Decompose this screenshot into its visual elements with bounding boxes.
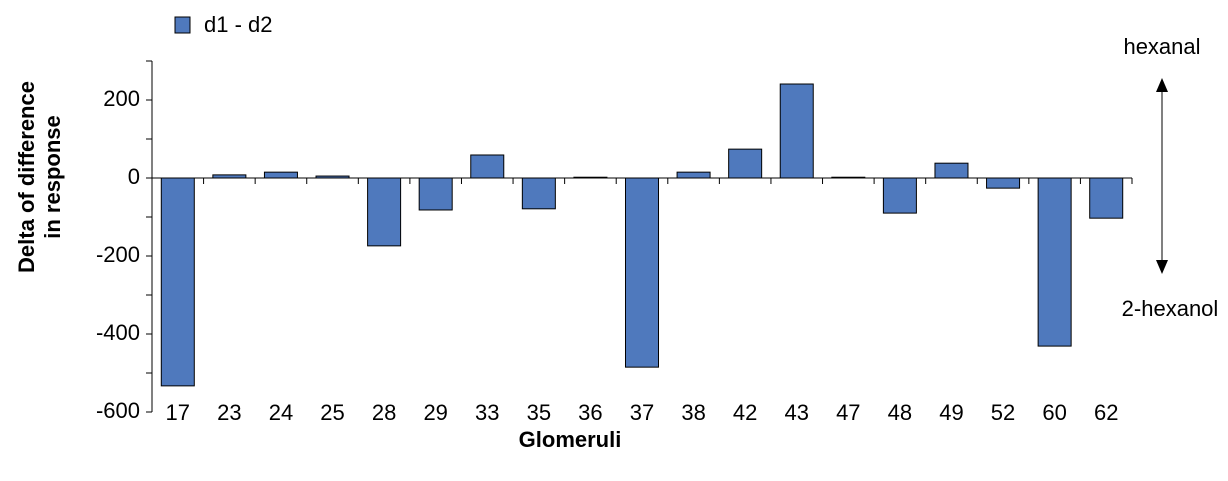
x-tick-label: 38 [681,400,705,425]
legend-label: d1 - d2 [204,12,273,37]
x-tick-label: 47 [836,400,860,425]
x-tick-label: 37 [630,400,654,425]
x-tick-label: 60 [1042,400,1066,425]
annotation: hexanal [1123,34,1200,59]
bar [934,162,969,179]
bar [418,177,453,211]
y-axis-title-line: in response [40,115,65,238]
y-tick-label: -400 [96,320,140,345]
x-tick-label: 28 [372,400,396,425]
bar [263,171,298,179]
bar [986,177,1021,189]
bar [728,148,763,179]
x-axis-title: Glomeruli [519,427,622,452]
y-tick-label: 0 [128,164,140,189]
bar [1089,177,1124,219]
x-tick-label: 24 [269,400,293,425]
arrow-head [1156,260,1168,274]
bar [831,176,866,179]
bar [882,177,917,214]
y-tick-label: 200 [103,86,140,111]
bar [624,177,660,368]
x-tick-label: 33 [475,400,499,425]
y-axis-title-line: Delta of difference [14,81,39,273]
x-tick-label: 42 [733,400,757,425]
bar [212,174,247,179]
bar [367,177,402,247]
y-tick-label: -200 [96,242,140,267]
x-tick-label: 48 [888,400,912,425]
legend-swatch [174,16,191,34]
x-tick-label: 43 [784,400,808,425]
x-tick-label: 62 [1094,400,1118,425]
bar [573,176,608,179]
bar [521,177,556,210]
bar [779,83,814,179]
x-tick-label: 23 [217,400,241,425]
y-axis-title: Delta of difference in response [14,81,65,273]
x-tick-label: 29 [423,400,447,425]
x-tick-label: 17 [166,400,190,425]
bar [160,177,195,387]
arrow-head [1156,78,1168,92]
bar [1037,177,1072,347]
x-tick-label: 35 [527,400,551,425]
bar [470,154,505,179]
y-tick-label: -600 [96,398,140,423]
x-tick-label: 36 [578,400,602,425]
annotation: 2-hexanol [1122,296,1219,321]
bar [676,171,711,179]
x-tick-label: 52 [991,400,1015,425]
x-tick-label: 25 [320,400,344,425]
x-tick-label: 49 [939,400,963,425]
bar [315,175,350,179]
